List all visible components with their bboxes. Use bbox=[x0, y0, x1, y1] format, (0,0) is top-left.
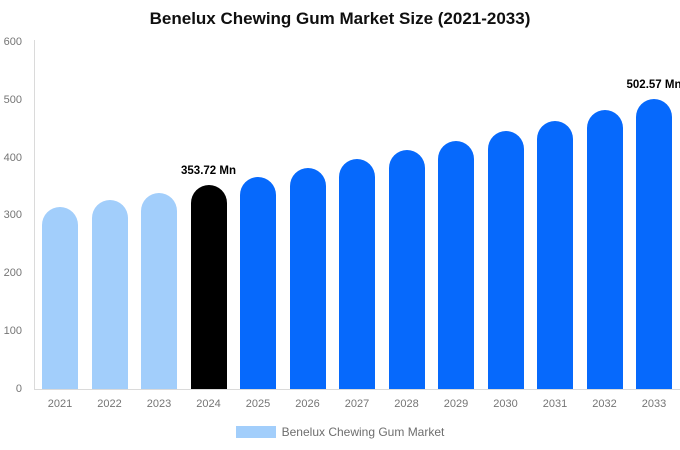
bar-2024 bbox=[190, 184, 227, 389]
bar-2033 bbox=[636, 98, 672, 389]
chart-title: Benelux Chewing Gum Market Size (2021-20… bbox=[149, 9, 531, 28]
bar-2021 bbox=[42, 207, 78, 389]
x-axis-tick-label: 2024 bbox=[196, 398, 221, 410]
y-axis-tick-label: 100 bbox=[3, 324, 22, 337]
x-axis-tick-label: 2031 bbox=[542, 398, 568, 410]
bar-2028 bbox=[388, 150, 425, 389]
bar-2022 bbox=[91, 200, 128, 389]
y-axis-tick-label: 0 bbox=[15, 382, 22, 395]
bar-2025 bbox=[240, 176, 276, 389]
x-axis-tick-label: 2032 bbox=[592, 398, 617, 410]
legend: Benelux Chewing Gum Market bbox=[0, 425, 680, 439]
bar-2023 bbox=[141, 192, 177, 389]
bar-2027 bbox=[339, 159, 375, 389]
bar-2026 bbox=[289, 168, 326, 389]
y-axis-tick-label: 400 bbox=[3, 151, 22, 164]
y-axis-line bbox=[34, 40, 35, 389]
bar-2029 bbox=[438, 140, 474, 389]
x-axis-tick-label: 2026 bbox=[295, 398, 320, 410]
bar-2031 bbox=[537, 120, 573, 389]
x-axis-tick-label: 2022 bbox=[97, 398, 122, 410]
x-axis-tick-label: 2021 bbox=[47, 398, 73, 410]
x-axis-tick-label: 2028 bbox=[394, 398, 419, 410]
bar-2030 bbox=[487, 130, 524, 389]
legend-item-label[interactable]: Benelux Chewing Gum Market bbox=[281, 425, 445, 439]
x-axis-tick-label: 2029 bbox=[443, 398, 469, 410]
x-axis-tick-label: 2030 bbox=[493, 398, 518, 410]
y-axis-tick-label: 200 bbox=[3, 267, 22, 279]
data-label-2024: 353.72 Mn bbox=[181, 164, 236, 177]
y-axis-tick-label: 500 bbox=[3, 93, 22, 106]
x-axis-tick-label: 2023 bbox=[146, 398, 172, 410]
x-axis-tick-label: 2027 bbox=[344, 398, 370, 410]
bar-2032 bbox=[586, 109, 623, 389]
legend-swatch[interactable] bbox=[235, 426, 276, 438]
y-axis-tick-label: 600 bbox=[3, 36, 22, 48]
x-axis-tick-label: 2025 bbox=[245, 398, 271, 410]
y-axis-tick-label: 300 bbox=[3, 209, 22, 222]
x-axis-tick-label: 2033 bbox=[641, 398, 667, 410]
data-label-2033: 502.57 Mn bbox=[626, 78, 680, 91]
x-axis-line bbox=[34, 389, 680, 390]
